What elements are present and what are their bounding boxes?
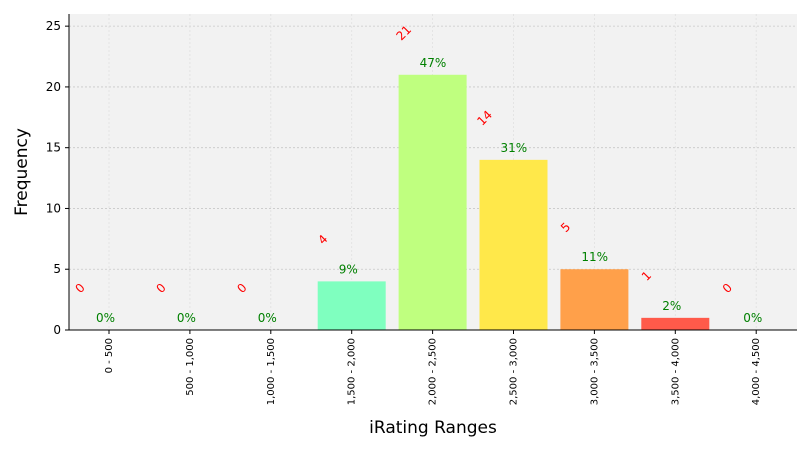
percent-label: 0% <box>177 311 196 325</box>
x-tick-label: 1,000 - 1,500 <box>266 338 277 405</box>
bar <box>317 281 386 330</box>
x-tick-label: 3,000 - 3,500 <box>589 338 600 405</box>
y-ticks: 0 5 10 15 20 25 <box>46 19 69 337</box>
percent-label: 31% <box>501 141 528 155</box>
percent-label: 9% <box>339 262 358 276</box>
percent-label: 0% <box>258 311 277 325</box>
y-tick-label: 20 <box>46 80 61 94</box>
y-tick-label: 10 <box>46 201 61 215</box>
x-tick-label: 2,500 - 3,000 <box>509 338 520 405</box>
x-ticks: 0 - 500 500 - 1,000 1,000 - 1,500 1,500 - 2… <box>104 330 762 405</box>
percent-label: 0% <box>96 311 115 325</box>
x-tick-label: 500 - 1,000 <box>185 338 196 396</box>
y-tick-label: 15 <box>46 141 61 155</box>
y-tick-label: 25 <box>46 19 61 33</box>
bar <box>560 269 629 330</box>
percent-label: 11% <box>581 250 608 264</box>
bars <box>317 74 710 331</box>
percent-label: 2% <box>662 299 681 313</box>
y-tick-label: 5 <box>53 262 61 276</box>
x-tick-label: 3,500 - 4,000 <box>670 338 681 405</box>
y-axis-title: Frequency <box>12 128 32 216</box>
x-tick-label: 0 - 500 <box>104 338 115 373</box>
x-tick-label: 1,500 - 2,000 <box>347 338 358 405</box>
bar <box>398 74 467 331</box>
bar <box>479 159 548 330</box>
percent-label: 47% <box>420 56 447 70</box>
x-tick-label: 2,000 - 2,500 <box>428 338 439 405</box>
x-tick-label: 4,000 - 4,500 <box>751 338 762 405</box>
percent-label: 0% <box>743 311 762 325</box>
bar <box>641 317 710 330</box>
y-tick-label: 0 <box>53 323 61 337</box>
x-axis-title: iRating Ranges <box>369 418 497 438</box>
